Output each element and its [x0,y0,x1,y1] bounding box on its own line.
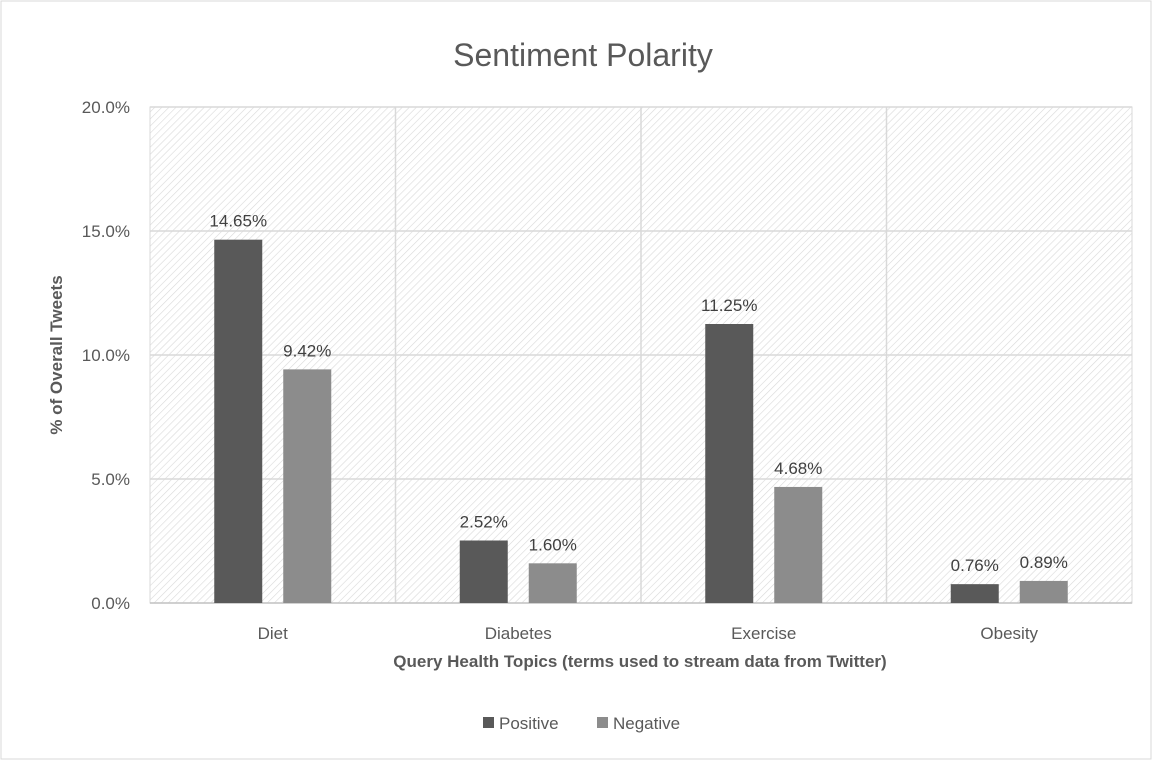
legend-label: Negative [613,714,680,733]
bar-negative [528,563,577,603]
y-axis-title: % of Overall Tweets [47,275,66,434]
bar-negative [283,369,332,603]
y-tick-label: 15.0% [82,222,130,241]
bar-positive [459,540,508,603]
legend-label: Positive [499,714,559,733]
x-tick-label: Obesity [980,624,1038,643]
data-labels: 14.65% 2.52% 11.25% 0.76% 9.42% 1.60% 4.68% 0.8… [209,212,1067,575]
legend-swatch-positive [483,717,494,728]
legend: Positive Negative [483,714,680,733]
legend-swatch-negative [597,717,608,728]
x-tick-label: Diet [258,624,289,643]
bar-positive [705,324,754,603]
data-label: 14.65% [209,212,267,231]
axes: 0.0% 5.0% 10.0% 15.0% 20.0% Diet Diabetes Exerc… [82,98,1132,643]
y-tick-label: 0.0% [91,594,130,613]
y-tick-label: 20.0% [82,98,130,117]
y-tick-label: 10.0% [82,346,130,365]
bars [214,239,1068,603]
data-label: 9.42% [283,341,331,360]
x-axis-title: Query Health Topics (terms used to strea… [393,652,886,671]
data-label: 1.60% [529,535,577,554]
bar-negative [1019,580,1068,603]
bar-positive [950,584,999,603]
x-tick-label: Diabetes [485,624,552,643]
data-label: 0.89% [1020,553,1068,572]
x-tick-label: Exercise [731,624,796,643]
data-label: 0.76% [951,556,999,575]
data-label: 4.68% [774,459,822,478]
bar-positive [214,239,263,603]
y-tick-label: 5.0% [91,470,130,489]
bar-negative [774,486,823,603]
data-label: 11.25% [701,296,757,315]
data-label: 2.52% [460,513,508,532]
chart-title: Sentiment Polarity [453,37,713,73]
